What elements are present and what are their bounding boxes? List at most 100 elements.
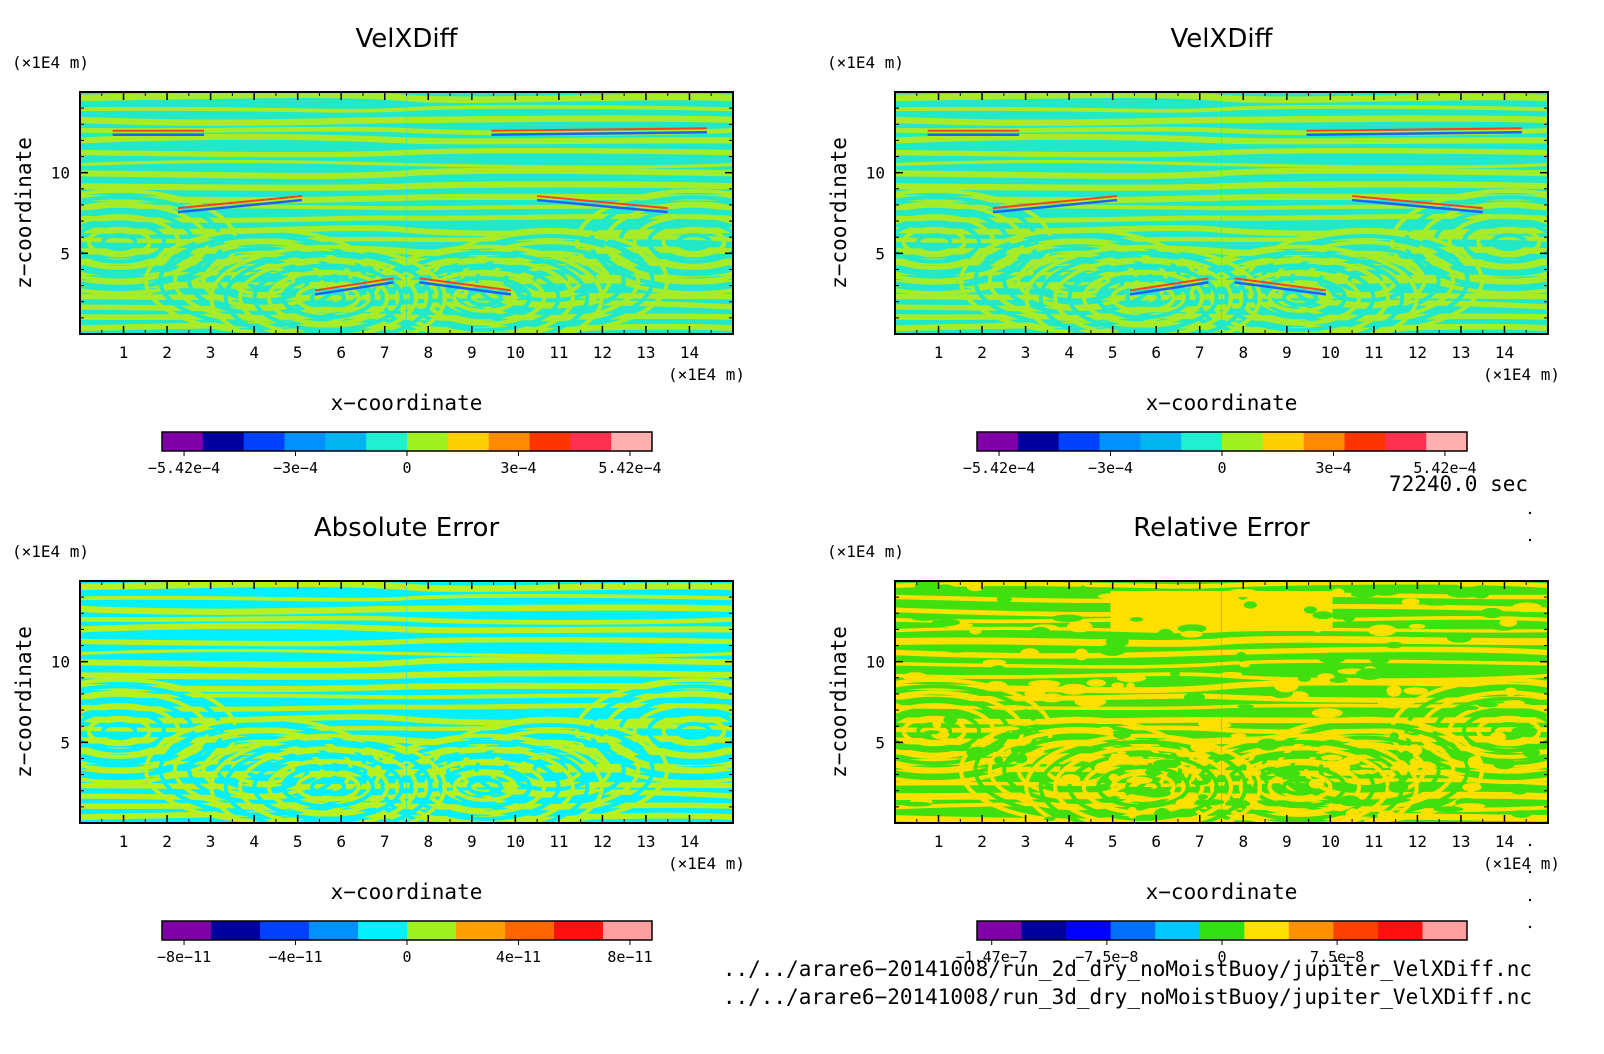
mottle bbox=[1345, 808, 1360, 821]
y-axis-label: z−coordinate bbox=[827, 137, 851, 289]
panel-title: Relative Error bbox=[1133, 513, 1310, 543]
swirl bbox=[895, 696, 1010, 766]
mottle bbox=[1239, 663, 1251, 668]
mottle bbox=[1510, 783, 1529, 795]
swirl bbox=[1224, 752, 1376, 821]
y-axis-label: z−coordinate bbox=[12, 137, 36, 289]
x-tick-label: 14 bbox=[680, 343, 699, 362]
swirl bbox=[647, 709, 733, 753]
mottle bbox=[1499, 618, 1517, 627]
mottle bbox=[1386, 685, 1402, 697]
y-unit-label: (×1E4 m) bbox=[827, 542, 904, 561]
colorbar-swatch bbox=[1181, 432, 1223, 451]
mottle bbox=[1157, 628, 1174, 640]
mottle bbox=[1384, 641, 1403, 649]
swirl bbox=[310, 777, 347, 796]
x-tick-label: 6 bbox=[1151, 343, 1161, 362]
file-path-1: ../../arare6−20141008/run_2d_dry_noMoist… bbox=[722, 957, 1532, 981]
mottle bbox=[1113, 731, 1131, 739]
colorbar-tick-label: −8e−11 bbox=[157, 948, 211, 966]
colorbar-swatch bbox=[603, 921, 653, 940]
swirl bbox=[80, 709, 166, 753]
colorbar-swatch bbox=[407, 921, 457, 940]
swirl bbox=[452, 771, 518, 803]
x-tick-label: 8 bbox=[1238, 832, 1248, 851]
mottle bbox=[1190, 741, 1216, 753]
mottle bbox=[1389, 732, 1400, 740]
colorbar-swatch bbox=[243, 432, 285, 451]
mottle bbox=[1422, 600, 1451, 606]
x-tick-label: 8 bbox=[423, 832, 433, 851]
mottle bbox=[1094, 762, 1109, 774]
colorbar-swatch bbox=[456, 921, 506, 940]
colorbar-swatch bbox=[211, 921, 261, 940]
swirl bbox=[1053, 746, 1234, 823]
swirl bbox=[438, 765, 532, 809]
mottle bbox=[1369, 652, 1390, 665]
mottle bbox=[1243, 601, 1258, 609]
colorbar-swatch bbox=[1333, 921, 1379, 940]
mottle bbox=[931, 618, 961, 627]
y-unit-label: (×1E4 m) bbox=[827, 53, 904, 72]
mottle bbox=[1504, 687, 1517, 697]
colorbar-swatch bbox=[407, 432, 449, 451]
swirl bbox=[1081, 758, 1205, 815]
x-unit-label: (×1E4 m) bbox=[1483, 854, 1560, 873]
swirl bbox=[895, 709, 981, 753]
colorbar-tick-label: 3e−4 bbox=[500, 459, 536, 477]
swirl bbox=[901, 715, 967, 747]
mottle bbox=[1337, 758, 1361, 765]
swirl bbox=[80, 684, 224, 778]
mottle bbox=[1467, 756, 1481, 769]
colorbar: −5.42e−4 −3e−4 0 3e−4 5.42e−4 bbox=[963, 431, 1477, 477]
colorbar-swatch bbox=[554, 921, 604, 940]
x-tick-label: 13 bbox=[636, 343, 655, 362]
colorbar-swatch bbox=[1155, 921, 1201, 940]
x-tick-label: 3 bbox=[206, 832, 216, 851]
mottle bbox=[1347, 716, 1358, 723]
colorbar-swatch bbox=[1303, 432, 1345, 451]
streak-positive bbox=[992, 195, 1118, 210]
mottle bbox=[1190, 780, 1209, 786]
x-unit-label: (×1E4 m) bbox=[1483, 365, 1560, 384]
colorbar-swatch bbox=[1262, 432, 1305, 451]
x-tick-label: 9 bbox=[1282, 832, 1292, 851]
swirl bbox=[895, 195, 1039, 289]
mottle bbox=[966, 581, 984, 592]
time-label: 72240.0 sec bbox=[1388, 472, 1528, 496]
swirl bbox=[409, 752, 561, 821]
mottle bbox=[914, 581, 941, 592]
colorbar-swatch bbox=[1199, 921, 1245, 940]
x-tick-label: 10 bbox=[506, 832, 525, 851]
panel-1: VelXDiff(×1E4 m)1 2 3 4 5 6 7 8 9 10 11 12 13 14510(×… bbox=[12, 24, 745, 477]
mottle bbox=[985, 681, 1008, 691]
x-tick-label: 2 bbox=[162, 832, 172, 851]
colorbar-swatch bbox=[977, 432, 1019, 451]
panel-4: Relative Error(×1E4 m)1 2 3 4 5 6 7 8 9 10 11 12 13 1… bbox=[827, 513, 1560, 966]
swirl bbox=[466, 777, 503, 796]
x-unit-label: (×1E4 m) bbox=[668, 365, 745, 384]
mottle bbox=[910, 614, 939, 621]
swirl bbox=[632, 214, 733, 270]
swirl bbox=[452, 282, 518, 314]
streak-positive bbox=[1129, 277, 1209, 292]
swirl bbox=[618, 207, 733, 277]
x-tick-label: 12 bbox=[593, 832, 612, 851]
colorbar-swatch bbox=[447, 432, 490, 451]
mottle bbox=[1397, 751, 1414, 761]
colorbar-swatch bbox=[570, 432, 612, 451]
swirl bbox=[1490, 233, 1527, 251]
y-tick-label: 10 bbox=[51, 653, 70, 672]
mottle bbox=[1060, 774, 1081, 785]
mottle bbox=[1043, 816, 1056, 821]
x-tick-label: 14 bbox=[680, 832, 699, 851]
mottle bbox=[1312, 620, 1324, 633]
colorbar-tick-label: 5.42e−4 bbox=[1413, 459, 1476, 477]
mottle bbox=[1198, 718, 1221, 729]
swirl bbox=[310, 288, 347, 307]
swirl bbox=[589, 684, 733, 778]
mottle bbox=[1511, 810, 1532, 818]
x-tick-label: 1 bbox=[934, 343, 944, 362]
mottle bbox=[1067, 620, 1093, 633]
